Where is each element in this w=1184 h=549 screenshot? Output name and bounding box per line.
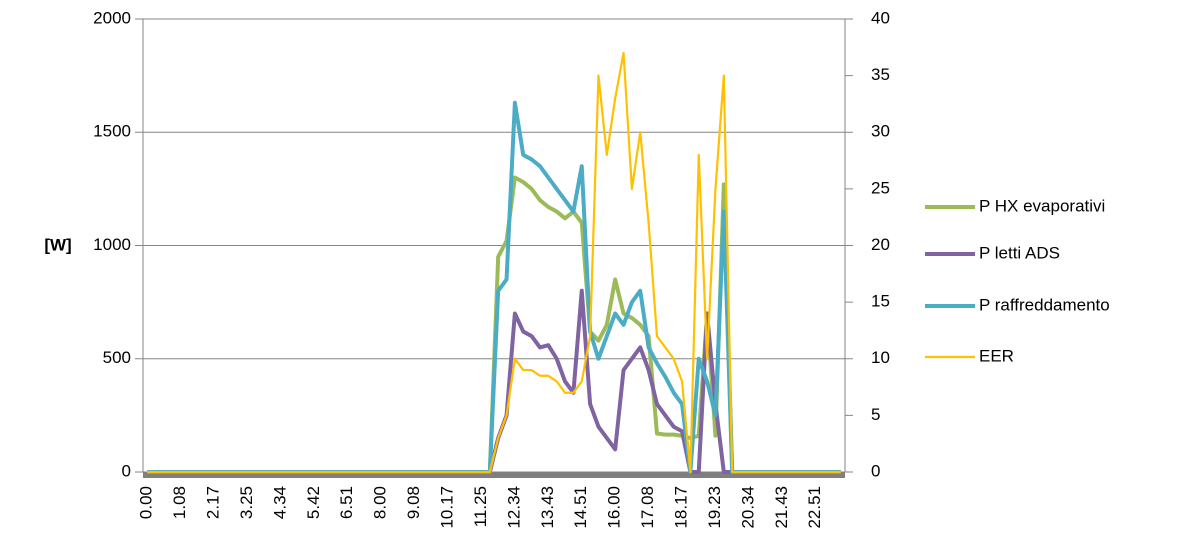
x-tick-label: 11.25: [471, 486, 490, 527]
x-tick-label: 2.17: [204, 486, 223, 519]
x-axis: [143, 472, 845, 478]
y2-tick-label: 25: [871, 178, 890, 197]
y2-tick-label: 0: [871, 461, 880, 480]
x-tick-label: 17.08: [638, 486, 657, 529]
y2-tick-label: 30: [871, 122, 890, 141]
x-tick-label: 6.51: [337, 486, 356, 519]
y2-tick-label: 40: [871, 8, 890, 27]
y-axis-label: [W]: [44, 235, 71, 254]
y2-tick-label: 10: [871, 348, 890, 367]
y-tick-label: 0: [122, 461, 131, 480]
series-line: [147, 175, 841, 474]
legend-label: EER: [979, 346, 1014, 365]
series-line: [147, 51, 841, 474]
x-tick-label: 10.17: [438, 486, 457, 529]
series-line: [147, 100, 841, 474]
x-tick-label: 5.42: [304, 486, 323, 519]
x-tick-label: 21.43: [772, 486, 791, 529]
x-tick-label: 8.00: [371, 486, 390, 519]
x-tick-label: 1.08: [170, 486, 189, 519]
y-tick-label: 2000: [93, 8, 131, 27]
y2-tick-label: 15: [871, 292, 890, 311]
legend-label: P HX evaporativi: [979, 196, 1105, 215]
y2-tick-label: 35: [871, 65, 890, 84]
x-tick-label: 13.43: [538, 486, 557, 529]
x-tick-label: 14.51: [571, 486, 590, 529]
x-tick-label: 9.08: [404, 486, 423, 519]
x-tick-label: 3.25: [237, 486, 256, 519]
x-tick-label: 20.34: [738, 486, 757, 529]
legend-label: P raffreddamento: [979, 295, 1110, 314]
x-tick-label: 19.23: [705, 486, 724, 529]
x-tick-label: 4.34: [270, 486, 289, 519]
y2-tick-label: 20: [871, 235, 890, 254]
x-tick-label: 0.00: [137, 486, 156, 519]
x-tick-label: 18.17: [672, 486, 691, 529]
y-tick-label: 500: [103, 348, 131, 367]
y2-tick-label: 5: [871, 405, 880, 424]
x-tick-label: 16.00: [605, 486, 624, 529]
legend-label: P letti ADS: [979, 243, 1060, 262]
y-tick-label: 1000: [93, 235, 131, 254]
x-tick-label: 12.34: [504, 486, 523, 529]
x-tick-label: 22.51: [805, 486, 824, 529]
y-tick-label: 1500: [93, 122, 131, 141]
